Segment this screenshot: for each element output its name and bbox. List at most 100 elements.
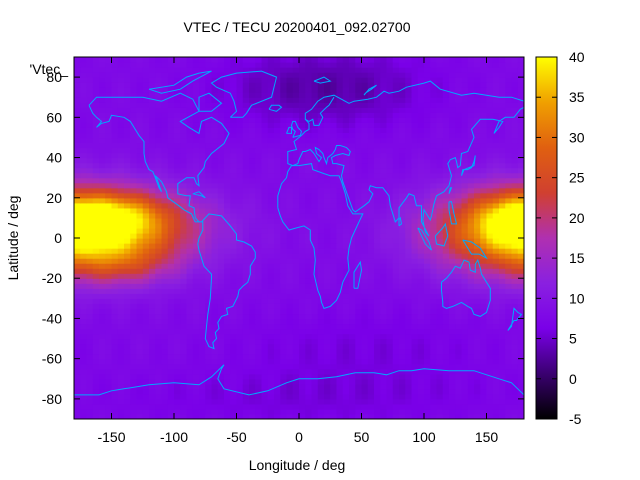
heatmap-cell [361, 378, 369, 385]
heatmap-cell [242, 92, 250, 98]
heatmap-cell [505, 258, 513, 264]
heatmap-cell [461, 122, 469, 128]
heatmap-cell [92, 308, 100, 315]
heatmap-cell [205, 333, 213, 340]
heatmap-cell [386, 147, 394, 154]
heatmap-cell [355, 388, 363, 395]
heatmap-cell [399, 72, 406, 78]
heatmap-cell [199, 232, 206, 239]
heatmap-cell [236, 323, 244, 330]
heatmap-cell [486, 172, 494, 179]
heatmap-cell [280, 217, 288, 224]
heatmap-cell [86, 107, 94, 113]
heatmap-cell [424, 77, 431, 83]
heatmap-cell [267, 263, 275, 269]
heatmap-cell [461, 273, 469, 279]
heatmap-cell [467, 343, 475, 350]
heatmap-cell [174, 107, 181, 113]
heatmap-cell [186, 298, 194, 304]
heatmap-cell [467, 102, 475, 108]
heatmap-cell [280, 152, 288, 159]
heatmap-cell [174, 333, 181, 340]
heatmap-cell [217, 353, 225, 360]
heatmap-cell [442, 102, 450, 108]
heatmap-cell [349, 388, 356, 395]
heatmap-cell [142, 363, 150, 370]
heatmap-cell [130, 368, 138, 375]
heatmap-cell [374, 383, 381, 390]
heatmap-cell [380, 408, 388, 415]
heatmap-cell [280, 243, 288, 249]
heatmap-cell [80, 232, 88, 239]
heatmap-cell [386, 268, 394, 274]
heatmap-cell [211, 403, 219, 410]
heatmap-cell [424, 167, 431, 174]
heatmap-cell [267, 378, 275, 385]
heatmap-cell [224, 232, 231, 239]
heatmap-cell [486, 318, 494, 325]
heatmap-cell [449, 122, 456, 128]
heatmap-cell [324, 398, 331, 405]
heatmap-cell [230, 107, 238, 113]
heatmap-cell [355, 363, 363, 370]
heatmap-cell [467, 393, 475, 400]
heatmap-cell [311, 202, 319, 209]
heatmap-cell [517, 248, 524, 254]
heatmap-cell [392, 363, 400, 370]
heatmap-cell [242, 232, 250, 239]
heatmap-cell [99, 107, 106, 113]
heatmap-cell [136, 353, 144, 360]
heatmap-cell [86, 253, 94, 259]
heatmap-cell [411, 177, 419, 184]
heatmap-cell [74, 273, 81, 279]
heatmap-cell [292, 117, 300, 123]
heatmap-cell [324, 253, 331, 259]
heatmap-cell [205, 408, 213, 415]
heatmap-cell [86, 248, 94, 254]
heatmap-cell [467, 318, 475, 325]
heatmap-cell [199, 288, 206, 294]
heatmap-cell [80, 373, 88, 380]
heatmap-cell [136, 273, 144, 279]
heatmap-cell [167, 393, 175, 400]
heatmap-cell [392, 323, 400, 330]
heatmap-cell [111, 353, 119, 360]
heatmap-cell [92, 358, 100, 365]
heatmap-cell [174, 368, 181, 375]
heatmap-cell [317, 253, 325, 259]
heatmap-cell [180, 227, 188, 234]
heatmap-cell [155, 157, 163, 164]
heatmap-cell [174, 117, 181, 123]
heatmap-cell [267, 413, 275, 419]
heatmap-cell [230, 373, 238, 380]
heatmap-cell [242, 132, 250, 139]
heatmap-cell [217, 217, 225, 224]
heatmap-cell [505, 87, 513, 93]
heatmap-cell [205, 107, 213, 113]
heatmap-cell [311, 243, 319, 249]
heatmap-cell [324, 278, 331, 284]
heatmap-cell [292, 157, 300, 164]
heatmap-cell [517, 263, 524, 269]
heatmap-cell [130, 162, 138, 169]
heatmap-cell [130, 217, 138, 224]
heatmap-cell [292, 87, 300, 93]
heatmap-cell [349, 303, 356, 309]
heatmap-cell [80, 182, 88, 189]
heatmap-cell [117, 102, 125, 108]
heatmap-cell [124, 288, 131, 294]
heatmap-cell [167, 378, 175, 385]
heatmap-cell [74, 232, 81, 239]
heatmap-cell [224, 212, 231, 219]
heatmap-cell [461, 328, 469, 335]
heatmap-cell [224, 303, 231, 309]
heatmap-cell [267, 202, 275, 209]
heatmap-cell [105, 283, 113, 289]
heatmap-cell [342, 348, 350, 355]
heatmap-cell [317, 348, 325, 355]
heatmap-cell [180, 132, 188, 139]
heatmap-cell [449, 207, 456, 214]
heatmap-cell [417, 192, 425, 199]
heatmap-cell [249, 283, 256, 289]
heatmap-cell [342, 248, 350, 254]
